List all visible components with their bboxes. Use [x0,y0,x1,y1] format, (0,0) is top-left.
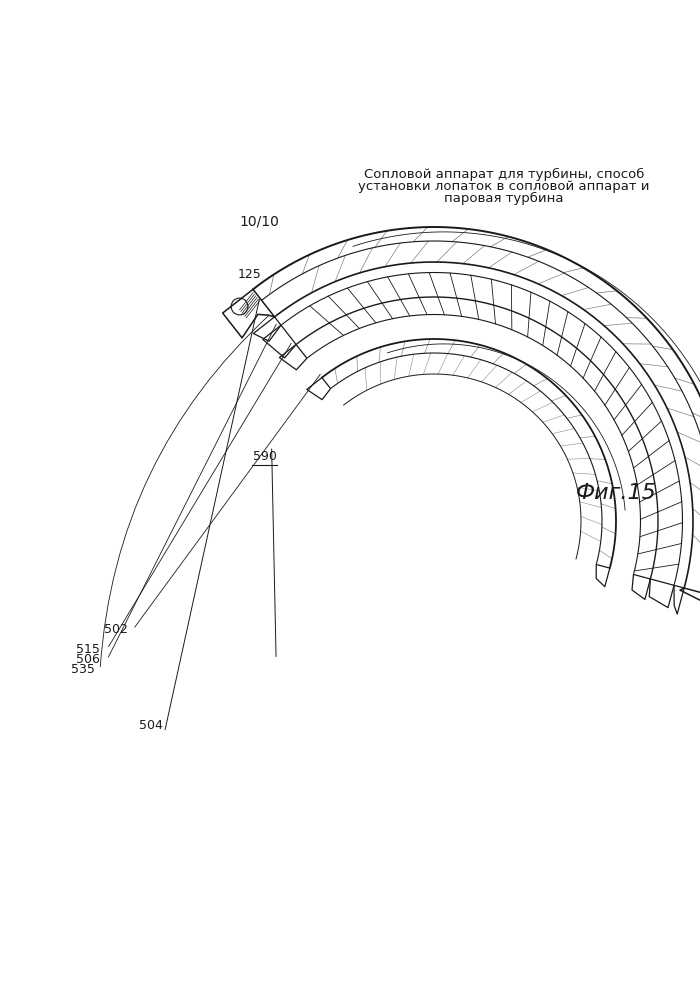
Polygon shape [680,588,700,635]
Text: 590: 590 [253,450,276,463]
Polygon shape [307,378,330,400]
Polygon shape [650,579,674,608]
Text: 10/10: 10/10 [239,214,279,228]
Polygon shape [596,564,610,587]
Text: 515: 515 [76,643,99,656]
Polygon shape [223,289,274,338]
Text: установки лопаток в сопловой аппарат и: установки лопаток в сопловой аппарат и [358,180,650,193]
Polygon shape [279,344,307,370]
Text: 502: 502 [104,623,127,636]
Text: Сопловой аппарат для турбины, способ: Сопловой аппарат для турбины, способ [364,168,644,181]
Polygon shape [674,585,684,614]
Text: 535: 535 [71,663,94,676]
Text: 506: 506 [76,653,99,666]
Polygon shape [262,325,296,358]
Polygon shape [632,574,650,599]
Text: паровая турбина: паровая турбина [444,192,564,205]
Text: 125: 125 [238,268,262,281]
Polygon shape [253,317,281,341]
Text: Фиг.15: Фиг.15 [575,483,657,503]
Text: 504: 504 [139,719,162,732]
